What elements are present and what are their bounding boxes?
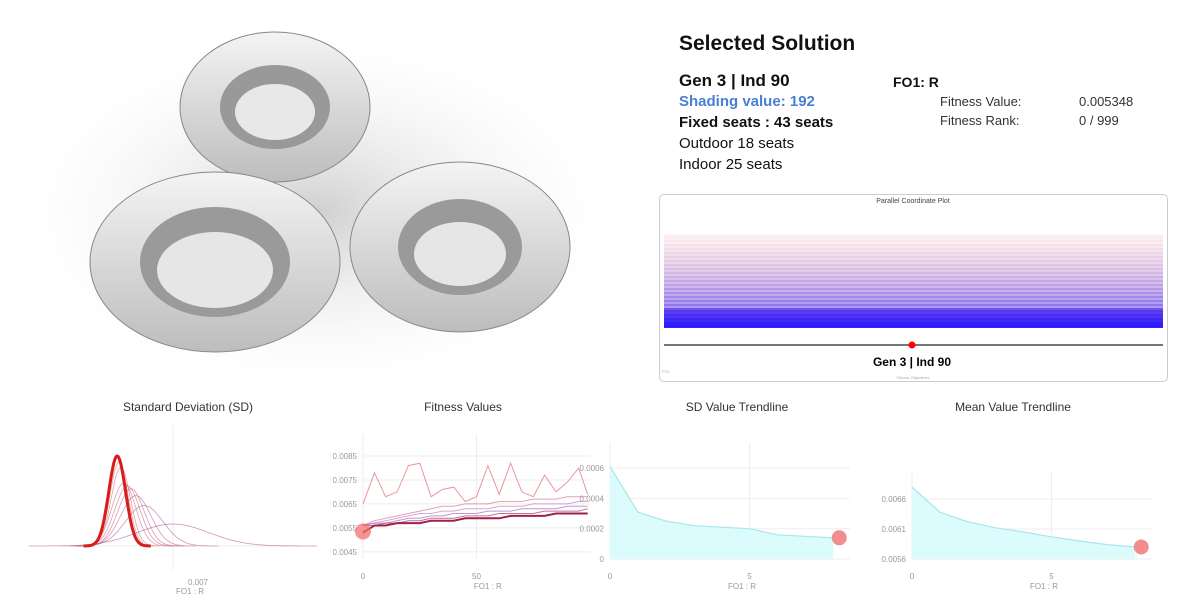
sd-chart-title: Standard Deviation (SD) (123, 400, 253, 414)
fitness-rank-row: Fitness Rank: 0 / 999 (893, 111, 1133, 130)
seating-render-image (15, 22, 635, 402)
y-tick-label: 0.0056 (882, 555, 907, 564)
x-tick-label: 0 (910, 572, 915, 581)
sd-xlabel: FO1 : R (176, 587, 204, 596)
pod-left (89, 171, 341, 353)
solution-info: Gen 3 | Ind 90 Shading value: 192 Fixed … (679, 70, 833, 175)
x-tick-label: 0 (361, 572, 366, 581)
sd-curve (29, 523, 317, 547)
y-tick-label: 0.0065 (333, 500, 358, 509)
page-title: Selected Solution (679, 32, 856, 55)
trend-area (610, 466, 834, 559)
sd-curve (82, 466, 160, 547)
pcp-title: Parallel Coordinate Plot (876, 198, 950, 205)
y-tick-label: 0.0002 (580, 525, 605, 534)
fitness-series-line (362, 496, 588, 526)
shading-value: Shading value: 192 (679, 93, 815, 110)
trend-line (609, 466, 834, 539)
fitness-rank: 0 / 999 (1079, 113, 1119, 128)
fitness-value-label: Fitness Value: (940, 94, 1022, 109)
sd-xtick: 0.007 (188, 578, 209, 587)
y-tick-label: 0.0006 (580, 464, 605, 473)
pcp-axis-label: FO1 (662, 369, 671, 374)
parallel-coordinate-plot[interactable]: Parallel Coordinate Plot Gen 3 | Ind 90 … (659, 194, 1168, 382)
sd-trend-title: SD Value Trendline (686, 400, 789, 414)
x-tick-label: 5 (747, 572, 752, 581)
sd-curves (29, 454, 317, 548)
y-tick-label: 0 (600, 555, 605, 564)
selected-solution-marker[interactable] (908, 341, 916, 349)
outdoor-seats: Outdoor 18 seats (679, 135, 795, 152)
fitness-series-line (362, 461, 589, 505)
x-tick-label: 0 (608, 572, 613, 581)
pod-right (349, 161, 571, 333)
y-tick-label: 0.0066 (882, 495, 907, 504)
fitness-value: 0.005348 (1079, 94, 1134, 109)
y-tick-label: 0.0045 (333, 548, 358, 557)
x-axis-label: FO1 : R (728, 582, 756, 591)
trend-line (911, 486, 1136, 548)
indoor-seats: Indoor 25 seats (679, 156, 783, 173)
fitness-series-line (362, 505, 588, 526)
pcp-x-label: Fitness Objectives (897, 375, 930, 380)
fitness-series-line (362, 512, 588, 534)
y-tick-label: 0.0085 (333, 452, 358, 461)
fitness-series-line (362, 501, 588, 526)
x-axis-label: FO1 : R (1030, 582, 1058, 591)
y-tick-label: 0.0075 (333, 476, 358, 485)
x-axis-label: FO1 : R (474, 582, 502, 591)
pcp-canvas[interactable]: Parallel Coordinate Plot Gen 3 | Ind 90 … (660, 195, 1167, 381)
y-tick-label: 0.0055 (333, 524, 358, 533)
pcp-lines (664, 234, 1163, 328)
mean-trend-title: Mean Value Trendline (955, 400, 1071, 414)
sd-curve (83, 454, 151, 548)
selected-point-marker[interactable] (831, 530, 847, 546)
y-tick-label: 0.0061 (882, 525, 907, 534)
fitness-chart-title: Fitness Values (424, 400, 502, 414)
trend-area (912, 487, 1136, 559)
objective-label: FO1: R (893, 74, 939, 90)
fitness-rank-label: Fitness Rank: (940, 113, 1020, 128)
fitness-value-row: Fitness Value: 0.005348 (893, 92, 1133, 111)
x-tick-label: 50 (472, 572, 481, 581)
selected-point-marker[interactable] (355, 523, 371, 540)
selected-point-marker[interactable] (1133, 539, 1149, 555)
fixed-seats: Fixed seats : 43 seats (679, 114, 834, 131)
pod-top (179, 31, 371, 183)
y-tick-label: 0.0004 (580, 494, 605, 503)
objective-info: FO1: R Fitness Value: 0.005348 Fitness Ra… (893, 74, 1133, 130)
charts-row: Standard Deviation (SD) 0.007 FO1 : R Fi… (29, 400, 1152, 596)
gen-ind-label: Gen 3 | Ind 90 (679, 71, 790, 90)
sd-curve (83, 461, 155, 547)
x-tick-label: 5 (1049, 572, 1054, 581)
pcp-selected-label: Gen 3 | Ind 90 (873, 355, 951, 369)
